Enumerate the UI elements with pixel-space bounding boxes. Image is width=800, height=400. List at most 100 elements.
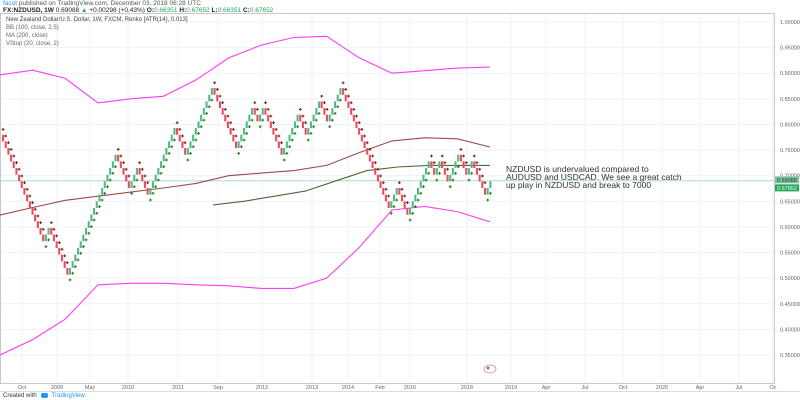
vstop-marker [264,101,267,105]
bb-upper-line [0,35,491,104]
vstop-marker [55,234,58,238]
legend-ma[interactable]: MA (200, close) [6,33,48,39]
vstop-marker [25,187,29,191]
renko-brick [15,168,18,175]
vstop-marker [84,238,88,242]
vstop-marker [52,227,56,231]
vstop-marker [207,105,211,109]
renko-brick [256,114,259,122]
renko-brick [232,134,235,142]
vstop-marker [392,205,396,208]
renko-brick [401,194,404,202]
vstop-marker [31,201,34,204]
price-label-bg [775,184,799,192]
y-tick-label: 0.75000 [780,148,800,154]
renko-brick [301,121,304,129]
vstop-marker [44,245,48,248]
renko-brick [85,227,88,235]
vstop-marker [240,145,243,149]
renko-brick [371,161,374,168]
vstop-marker [424,178,428,182]
renko-brick [253,108,256,115]
up-triangle-icon: ▲ [81,7,88,14]
renko-brick [269,121,272,129]
vstop-marker [106,185,109,189]
renko-brick [366,148,369,155]
renko-brick [438,161,441,168]
o-label: O: [146,7,154,14]
renko-brick [210,88,213,95]
vstop-marker [446,167,449,171]
renko-brick [87,221,90,228]
renko-brick [111,161,114,168]
renko-brick [114,154,117,162]
vstop-marker [451,178,455,182]
tradingview-link[interactable]: TradingView [51,393,85,400]
vstop-marker [250,118,254,122]
vstop-marker [387,194,390,198]
vstop-marker [360,128,364,131]
vstop-line [212,164,490,206]
renko-brick [280,148,283,155]
renko-brick [224,114,227,122]
renko-brick [55,241,58,248]
vstop-marker [218,94,222,98]
chart-annotation[interactable]: NZDUSD is undervalued compared to AUDUSD… [506,164,682,190]
vstop-marker [202,118,206,122]
ma-line [0,137,491,216]
renko-brick [275,134,278,142]
renko-brick [28,201,31,208]
vstop-marker [119,154,123,158]
vstop-marker [231,128,235,131]
renko-brick [368,154,371,162]
renko-brick [285,141,288,149]
vstop-marker [215,88,219,91]
y-tick-label: 0.80000 [780,122,800,128]
renko-brick [68,267,71,275]
renko-brick [360,134,363,142]
renko-brick [283,148,286,155]
vstop-marker [205,112,208,115]
high-value: 0.67652 [186,7,210,14]
renko-brick [47,227,50,235]
c-label: C: [242,7,250,14]
vstop-marker [472,154,476,158]
author-link[interactable]: facot [3,0,18,7]
renko-brick [20,181,23,188]
vstop-marker [148,198,152,202]
renko-brick [127,181,130,188]
renko-brick [216,94,219,102]
vstop-marker [253,101,257,105]
vstop-marker [344,88,348,91]
renko-brick [336,94,339,102]
x-tick-label: 2018 [461,385,473,391]
renko-brick [390,201,393,208]
renko-brick [392,194,395,202]
vstop-marker [368,148,372,151]
vstop-marker [339,98,342,102]
vstop-marker [323,101,326,105]
renko-brick [425,168,428,175]
publish-text: published on TradingView.com, December 0… [18,0,201,7]
renko-brick [387,201,390,208]
x-tick-label: Apr [542,385,551,391]
renko-brick [462,161,465,168]
renko-brick [422,174,425,182]
x-tick-label: Oc [769,385,776,391]
vstop-marker [381,181,385,185]
vstop-marker [92,218,96,222]
renko-brick [245,121,248,129]
legend-series[interactable]: New Zealand Dollar/U.S. Dollar, 1W, FXCM… [6,17,188,23]
legend-bb[interactable]: BB (100, close, 2.5) [6,25,59,31]
renko-brick [208,94,211,102]
x-tick-label: 2012 [256,385,268,391]
renko-brick [382,188,385,195]
x-tick-label: 2013 [306,385,318,391]
vstop-marker [470,171,474,175]
y-tick-label: 0.85000 [780,97,800,103]
renko-brick [240,134,243,142]
legend-vstop[interactable]: VStop (20, close, 2) [6,41,59,47]
vstop-marker [422,185,425,189]
renko-brick [154,174,157,182]
